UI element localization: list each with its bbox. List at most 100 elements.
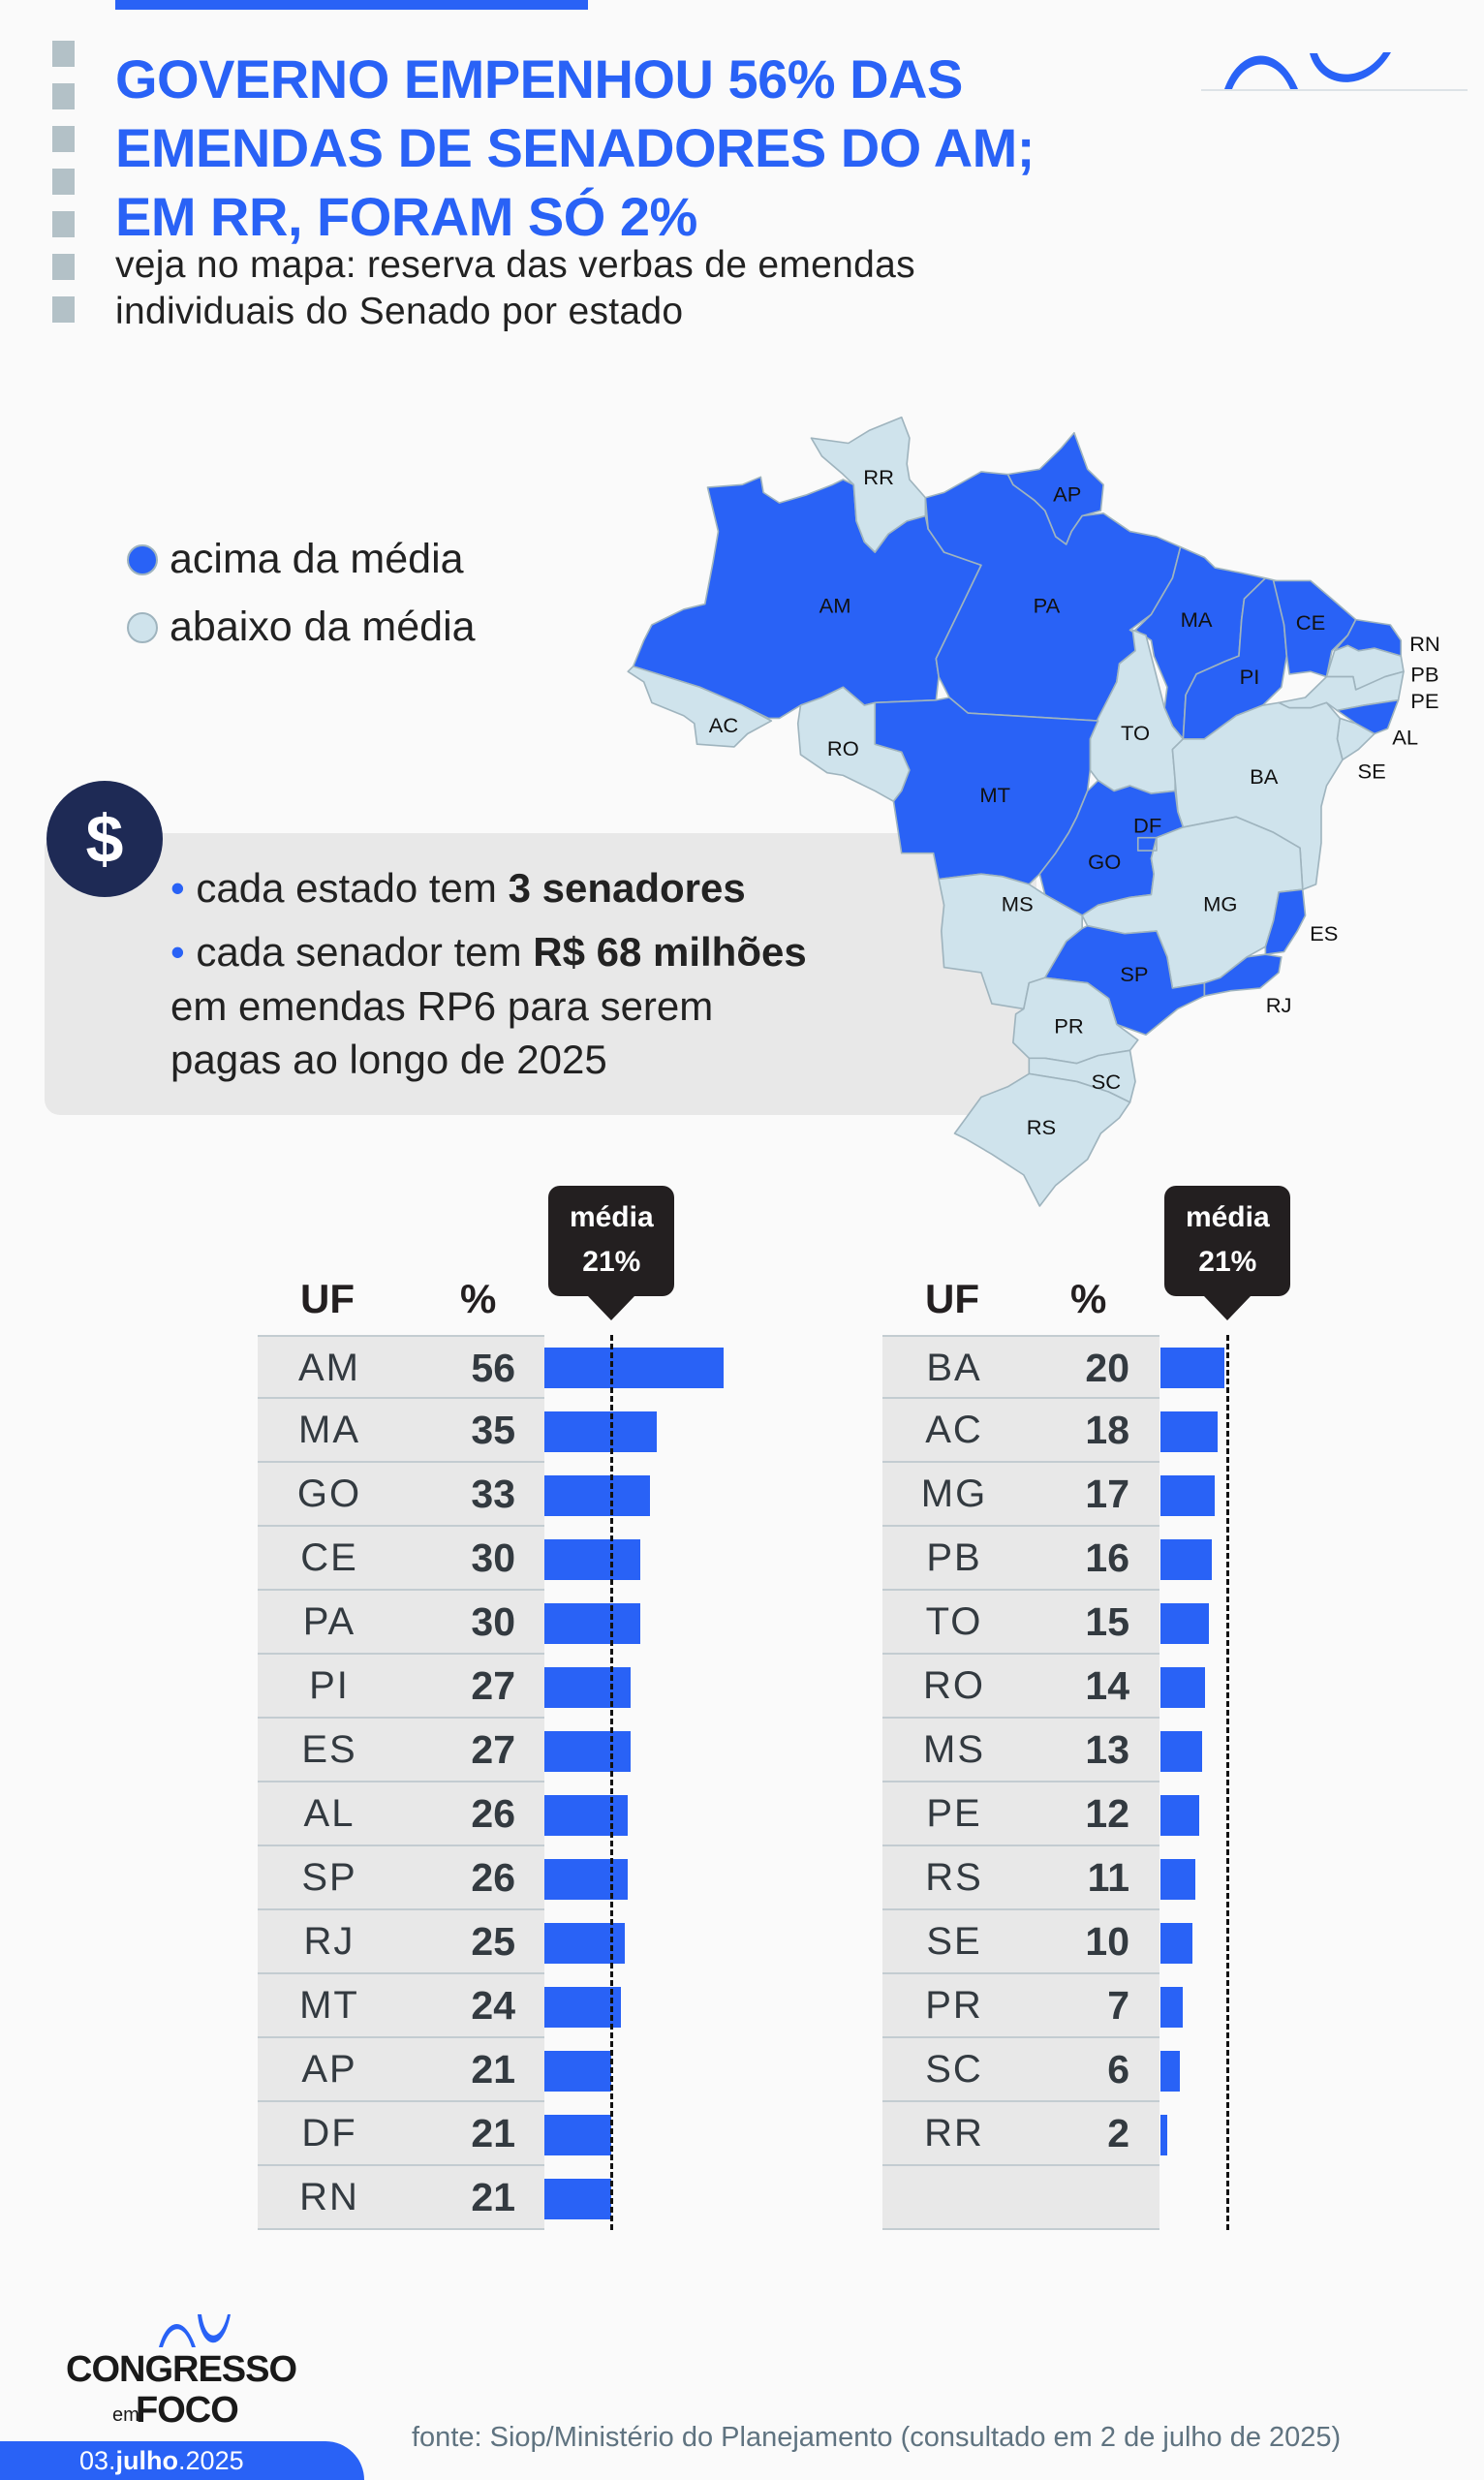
row-value: 20 [1085,1346,1129,1390]
table-row: PA 30 [258,1591,544,1655]
state-label-rr: RR [863,465,894,489]
row-value: 21 [471,2047,515,2092]
average-line [1226,1335,1230,2230]
bar-se [1160,1923,1192,1964]
decor-square [52,83,75,109]
bar-rr [1160,2115,1167,2155]
row-uf: RS [925,1856,983,1899]
row-value: 16 [1085,1535,1129,1580]
state-df [1136,836,1158,852]
average-label: média [1185,1201,1270,1233]
info-line-2: • cada senador tem R$ 68 milhões [170,929,807,975]
footer-logo-em: em [112,2404,139,2426]
state-label-ro: RO [827,736,859,760]
state-label-am: AM [819,594,851,618]
state-label-sc: SC [1092,1070,1121,1094]
table-row: PB 16 [882,1527,1159,1591]
state-label-es: ES [1310,921,1338,946]
decor-square [52,254,75,280]
bar-ms [1160,1731,1202,1772]
row-value: 30 [471,1599,515,1644]
decor-square [52,211,75,237]
row-uf: RO [923,1664,985,1707]
row-uf: SC [925,2048,983,2091]
column-header-pct: % [460,1276,497,1321]
row-value: 7 [1107,1983,1129,2028]
row-uf: RN [299,2176,359,2218]
row-value: 25 [471,1919,515,1964]
row-uf: ES [301,1728,357,1771]
state-label-al: AL [1392,726,1418,750]
row-value: 30 [471,1535,515,1580]
table-row: PI 27 [258,1655,544,1719]
bar-rn [544,2179,612,2219]
row-value: 21 [471,2111,515,2155]
row-uf: RR [924,2112,984,2154]
table-row: RN 21 [258,2166,544,2230]
state-label-ms: MS [1002,892,1034,916]
brand-logo-icon [1201,52,1468,91]
date-day: 03. [79,2446,116,2475]
row-value: 27 [471,1663,515,1708]
bar-to [1160,1603,1209,1644]
headline-line-2: EMENDAS DE SENADORES DO AM; [115,117,1035,178]
row-value: 6 [1107,2047,1129,2092]
state-label-pr: PR [1054,1014,1083,1038]
row-uf: AM [298,1347,360,1389]
state-label-rn: RN [1409,632,1440,656]
state-label-mg: MG [1203,892,1237,916]
subtitle-line-1: veja no mapa: reserva das verbas de emen… [115,244,915,286]
table-row: RO 14 [882,1655,1159,1719]
bar-am [544,1348,724,1388]
row-uf: SP [301,1856,357,1899]
state-label-to: TO [1121,721,1150,745]
state-label-ce: CE [1296,610,1325,635]
bar-es [544,1731,632,1772]
row-uf: SE [926,1920,982,1963]
state-ac [627,666,773,748]
row-value: 11 [1087,1855,1129,1900]
state-label-rs: RS [1027,1115,1056,1139]
row-value: 26 [471,1855,515,1900]
dollar-icon: $ [46,781,163,897]
bar-ce [544,1539,640,1580]
column-header-pct: % [1070,1276,1107,1321]
row-uf: PA [302,1600,356,1643]
state-label-df: DF [1133,814,1161,838]
headline-line-3: EM RR, FORAM SÓ 2% [115,186,697,247]
table-row: MT 24 [258,1974,544,2038]
row-uf: RJ [303,1920,356,1963]
row-value: 17 [1085,1472,1129,1516]
average-value: 21% [1198,1246,1257,1278]
bar-ro [1160,1667,1206,1708]
row-uf: CE [300,1536,358,1579]
bar-go [544,1475,650,1516]
state-label-go: GO [1088,850,1121,874]
info-bold: R$ 68 milhões [533,929,807,975]
info-line-4: pagas ao longo de 2025 [170,1037,607,1082]
state-label-ap: AP [1053,482,1081,507]
table-row: DF 21 [258,2102,544,2166]
state-label-ma: MA [1181,607,1213,632]
row-uf: PI [309,1664,350,1707]
state-rs [953,1072,1131,1207]
info-text: cada senador tem [196,929,534,975]
row-uf: MT [299,1984,359,2027]
row-uf: PB [926,1536,982,1579]
bar-sp [544,1859,628,1900]
date-year: .2025 [178,2446,244,2475]
source-note: fonte: Siop/Ministério do Planejamento (… [412,2422,1342,2453]
table-row: AP 21 [258,2038,544,2102]
row-value: 21 [471,2175,515,2219]
row-uf: PE [926,1792,982,1835]
row-uf: DF [301,2112,357,2154]
row-uf: MS [923,1728,985,1771]
row-uf: MG [920,1472,988,1515]
footer-logo-congresso: CONGRESSO [66,2349,297,2390]
state-label-pi: PI [1240,665,1260,689]
row-uf: BA [926,1347,982,1389]
state-label-pe: PE [1410,689,1438,713]
legend-below-label: abaixo da média [170,604,476,650]
row-uf: AL [303,1792,356,1835]
